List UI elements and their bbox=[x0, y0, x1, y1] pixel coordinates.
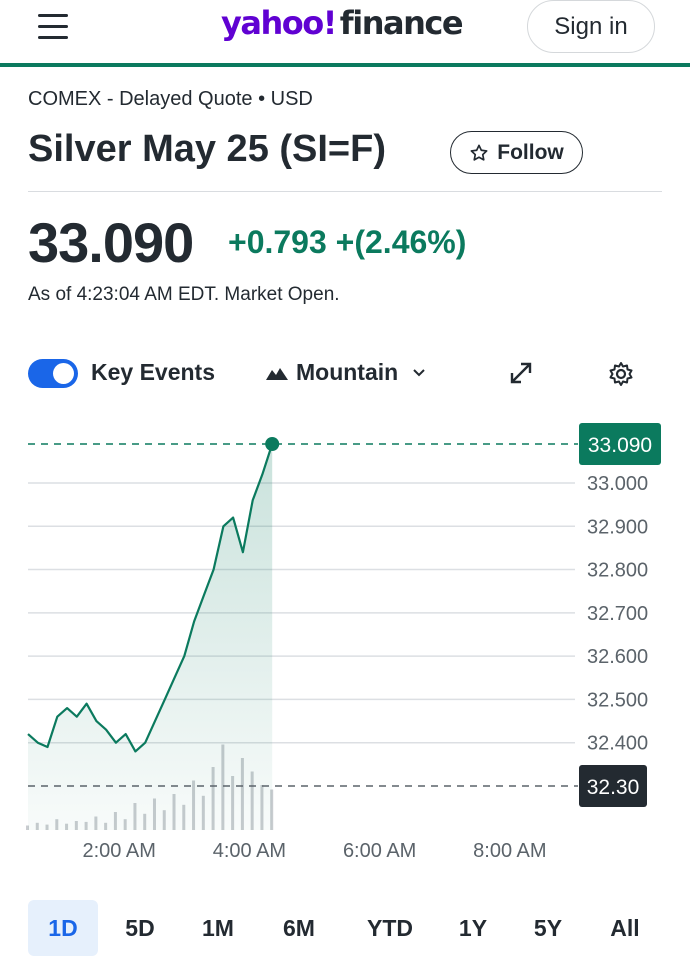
price-line bbox=[27, 443, 274, 753]
mountain-icon bbox=[266, 367, 288, 380]
range-button-6m[interactable]: 6M bbox=[283, 914, 315, 941]
current-price-badge bbox=[579, 423, 661, 465]
price-change: +0.793 +(2.46%) bbox=[228, 224, 467, 260]
range-button-1d[interactable]: 1D bbox=[28, 900, 98, 956]
x-tick-label: 6:00 AM bbox=[343, 840, 416, 862]
chart-type-dropdown[interactable]: Mountain bbox=[266, 359, 426, 386]
x-tick-label: 8:00 AM bbox=[473, 840, 546, 862]
y-tick-label: 32.700 bbox=[587, 603, 648, 625]
page-title: Silver May 25 (SI=F) bbox=[28, 128, 386, 170]
y-tick-label: 33.000 bbox=[587, 473, 648, 495]
y-tick-label: 32.400 bbox=[587, 733, 648, 755]
x-tick-label: 2:00 AM bbox=[82, 840, 155, 862]
header-divider bbox=[0, 63, 690, 67]
range-button-ytd[interactable]: YTD bbox=[367, 914, 413, 941]
yahoo-finance-logo[interactable]: yahoo! finance bbox=[221, 4, 464, 52]
gear-icon[interactable] bbox=[607, 360, 635, 388]
current-price: 33.090 bbox=[28, 211, 194, 274]
x-tick-label: 4:00 AM bbox=[213, 840, 286, 862]
range-selector: 1D 5D 1M 6M YTD 1Y 5Y All bbox=[0, 898, 690, 958]
price-area-fill bbox=[28, 444, 273, 830]
current-price-badge-label: 33.090 bbox=[588, 434, 652, 457]
y-tick-label: 32.800 bbox=[587, 560, 648, 582]
y-tick-label: 32.500 bbox=[587, 689, 648, 711]
volume-bar bbox=[26, 825, 29, 830]
previous-close-badge-label: 32.30 bbox=[587, 776, 640, 799]
site-header: yahoo! finance Sign in bbox=[0, 0, 690, 64]
follow-label: Follow bbox=[497, 140, 564, 164]
range-button-5d[interactable]: 5D bbox=[125, 914, 155, 941]
chart-toolbar: Key Events Mountain bbox=[0, 350, 690, 396]
y-tick-label: 32.600 bbox=[587, 646, 648, 668]
range-button-1m[interactable]: 1M bbox=[202, 914, 234, 941]
chart-type-label: Mountain bbox=[296, 359, 399, 385]
logo-yahoo-text: yahoo! bbox=[221, 4, 337, 42]
current-price-dot bbox=[265, 437, 280, 451]
key-events-label: Key Events bbox=[91, 359, 216, 385]
key-events-toggle[interactable] bbox=[28, 359, 78, 388]
follow-button[interactable]: Follow bbox=[450, 131, 583, 174]
range-button-all[interactable]: All bbox=[610, 914, 640, 941]
menu-icon[interactable] bbox=[38, 14, 70, 42]
expand-icon[interactable] bbox=[508, 360, 534, 386]
exchange-label: COMEX - Delayed Quote • USD bbox=[28, 88, 313, 110]
range-button-5y[interactable]: 5Y bbox=[533, 914, 563, 941]
quote-timestamp: As of 4:23:04 AM EDT. Market Open. bbox=[28, 284, 340, 305]
range-button-1y[interactable]: 1Y bbox=[458, 914, 488, 941]
previous-close-badge bbox=[579, 765, 647, 807]
star-icon bbox=[470, 144, 488, 161]
sign-in-button[interactable]: Sign in bbox=[527, 0, 655, 53]
section-divider bbox=[28, 191, 662, 192]
price-chart[interactable]: 33.000 32.900 32.800 32.700 32.600 32.500 32.4… bbox=[0, 420, 690, 880]
chevron-down-icon bbox=[413, 368, 425, 376]
y-tick-label: 32.900 bbox=[587, 516, 648, 538]
logo-finance-text: finance bbox=[339, 4, 464, 42]
